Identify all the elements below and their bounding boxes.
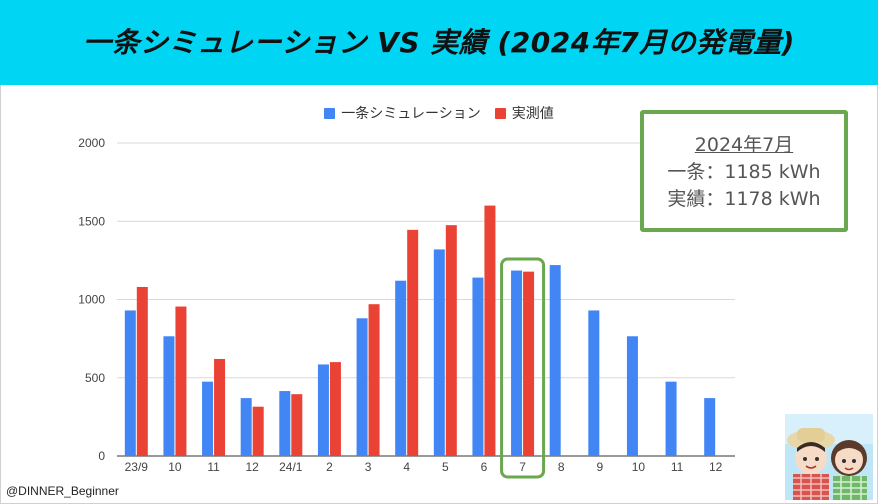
bar-simulation xyxy=(279,391,291,456)
bar-simulation xyxy=(356,318,368,456)
bar-actual xyxy=(523,271,535,456)
page-title: 一条シミュレーション VS 実績 (2024年7月の発電量) xyxy=(83,26,795,59)
x-tick-label: 12 xyxy=(709,460,723,474)
chart-legend: 一条シミュレーション 実測値 xyxy=(0,104,878,122)
bar-actual xyxy=(368,304,380,456)
bar-simulation xyxy=(626,336,638,456)
bar-simulation xyxy=(163,336,175,456)
bar-actual xyxy=(214,358,226,456)
legend-label-simulation: 一条シミュレーション xyxy=(341,106,481,122)
bar-actual xyxy=(291,394,303,456)
bar-simulation xyxy=(433,249,445,456)
author-avatar-image xyxy=(785,414,873,500)
legend-swatch-actual xyxy=(494,107,506,119)
bar-simulation xyxy=(704,398,716,456)
x-tick-label: 10 xyxy=(632,460,646,474)
bar-simulation xyxy=(202,381,214,456)
bar-actual xyxy=(252,406,264,456)
x-tick-label: 11 xyxy=(671,460,684,474)
x-tick-label: 8 xyxy=(558,460,565,474)
y-tick-label: 500 xyxy=(85,371,105,385)
highlight-box xyxy=(500,257,546,479)
bar-simulation xyxy=(124,310,136,456)
x-tick-label: 6 xyxy=(481,460,488,474)
y-tick-label: 1000 xyxy=(78,293,105,307)
x-tick-label: 3 xyxy=(365,460,372,474)
y-tick-label: 0 xyxy=(98,449,105,463)
x-tick-label: 9 xyxy=(596,460,603,474)
x-tick-label: 24/1 xyxy=(279,460,303,474)
bar-simulation xyxy=(472,277,484,456)
x-tick-label: 23/9 xyxy=(125,460,149,474)
bar-actual xyxy=(484,205,496,456)
x-tick-label: 11 xyxy=(207,460,220,474)
bar-simulation xyxy=(511,270,523,456)
summary-simulation-value: 一条：1185 kWh xyxy=(667,161,821,183)
title-banner: 一条シミュレーション VS 実績 (2024年7月の発電量) xyxy=(0,0,878,85)
legend-item-simulation: 一条シミュレーション xyxy=(324,103,481,123)
legend-swatch-simulation xyxy=(324,107,336,119)
x-tick-label: 12 xyxy=(246,460,260,474)
bar-simulation xyxy=(588,310,600,456)
bar-simulation xyxy=(549,265,561,456)
bar-actual xyxy=(445,225,457,456)
bar-actual xyxy=(175,306,187,456)
bar-actual xyxy=(407,229,419,456)
legend-item-actual: 実測値 xyxy=(494,103,554,123)
x-tick-label: 2 xyxy=(326,460,333,474)
bar-simulation xyxy=(665,381,677,456)
x-tick-label: 7 xyxy=(519,460,526,474)
bar-actual xyxy=(136,286,148,456)
bar-simulation xyxy=(317,364,329,456)
author-credit: @DINNER_Beginner xyxy=(6,484,119,498)
bar-simulation xyxy=(395,280,407,456)
bar-actual xyxy=(329,362,341,456)
x-tick-label: 10 xyxy=(168,460,182,474)
summary-actual-value: 実績：1178 kWh xyxy=(667,188,821,210)
y-tick-label: 2000 xyxy=(78,136,105,150)
summary-box: 2024年7月 一条：1185 kWh 実績：1178 kWh xyxy=(640,110,848,232)
x-tick-label: 4 xyxy=(403,460,410,474)
bar-simulation xyxy=(240,398,252,456)
y-tick-label: 1500 xyxy=(78,214,105,228)
x-tick-label: 5 xyxy=(442,460,449,474)
summary-heading: 2024年7月 xyxy=(694,134,794,156)
legend-label-actual: 実測値 xyxy=(511,106,554,122)
